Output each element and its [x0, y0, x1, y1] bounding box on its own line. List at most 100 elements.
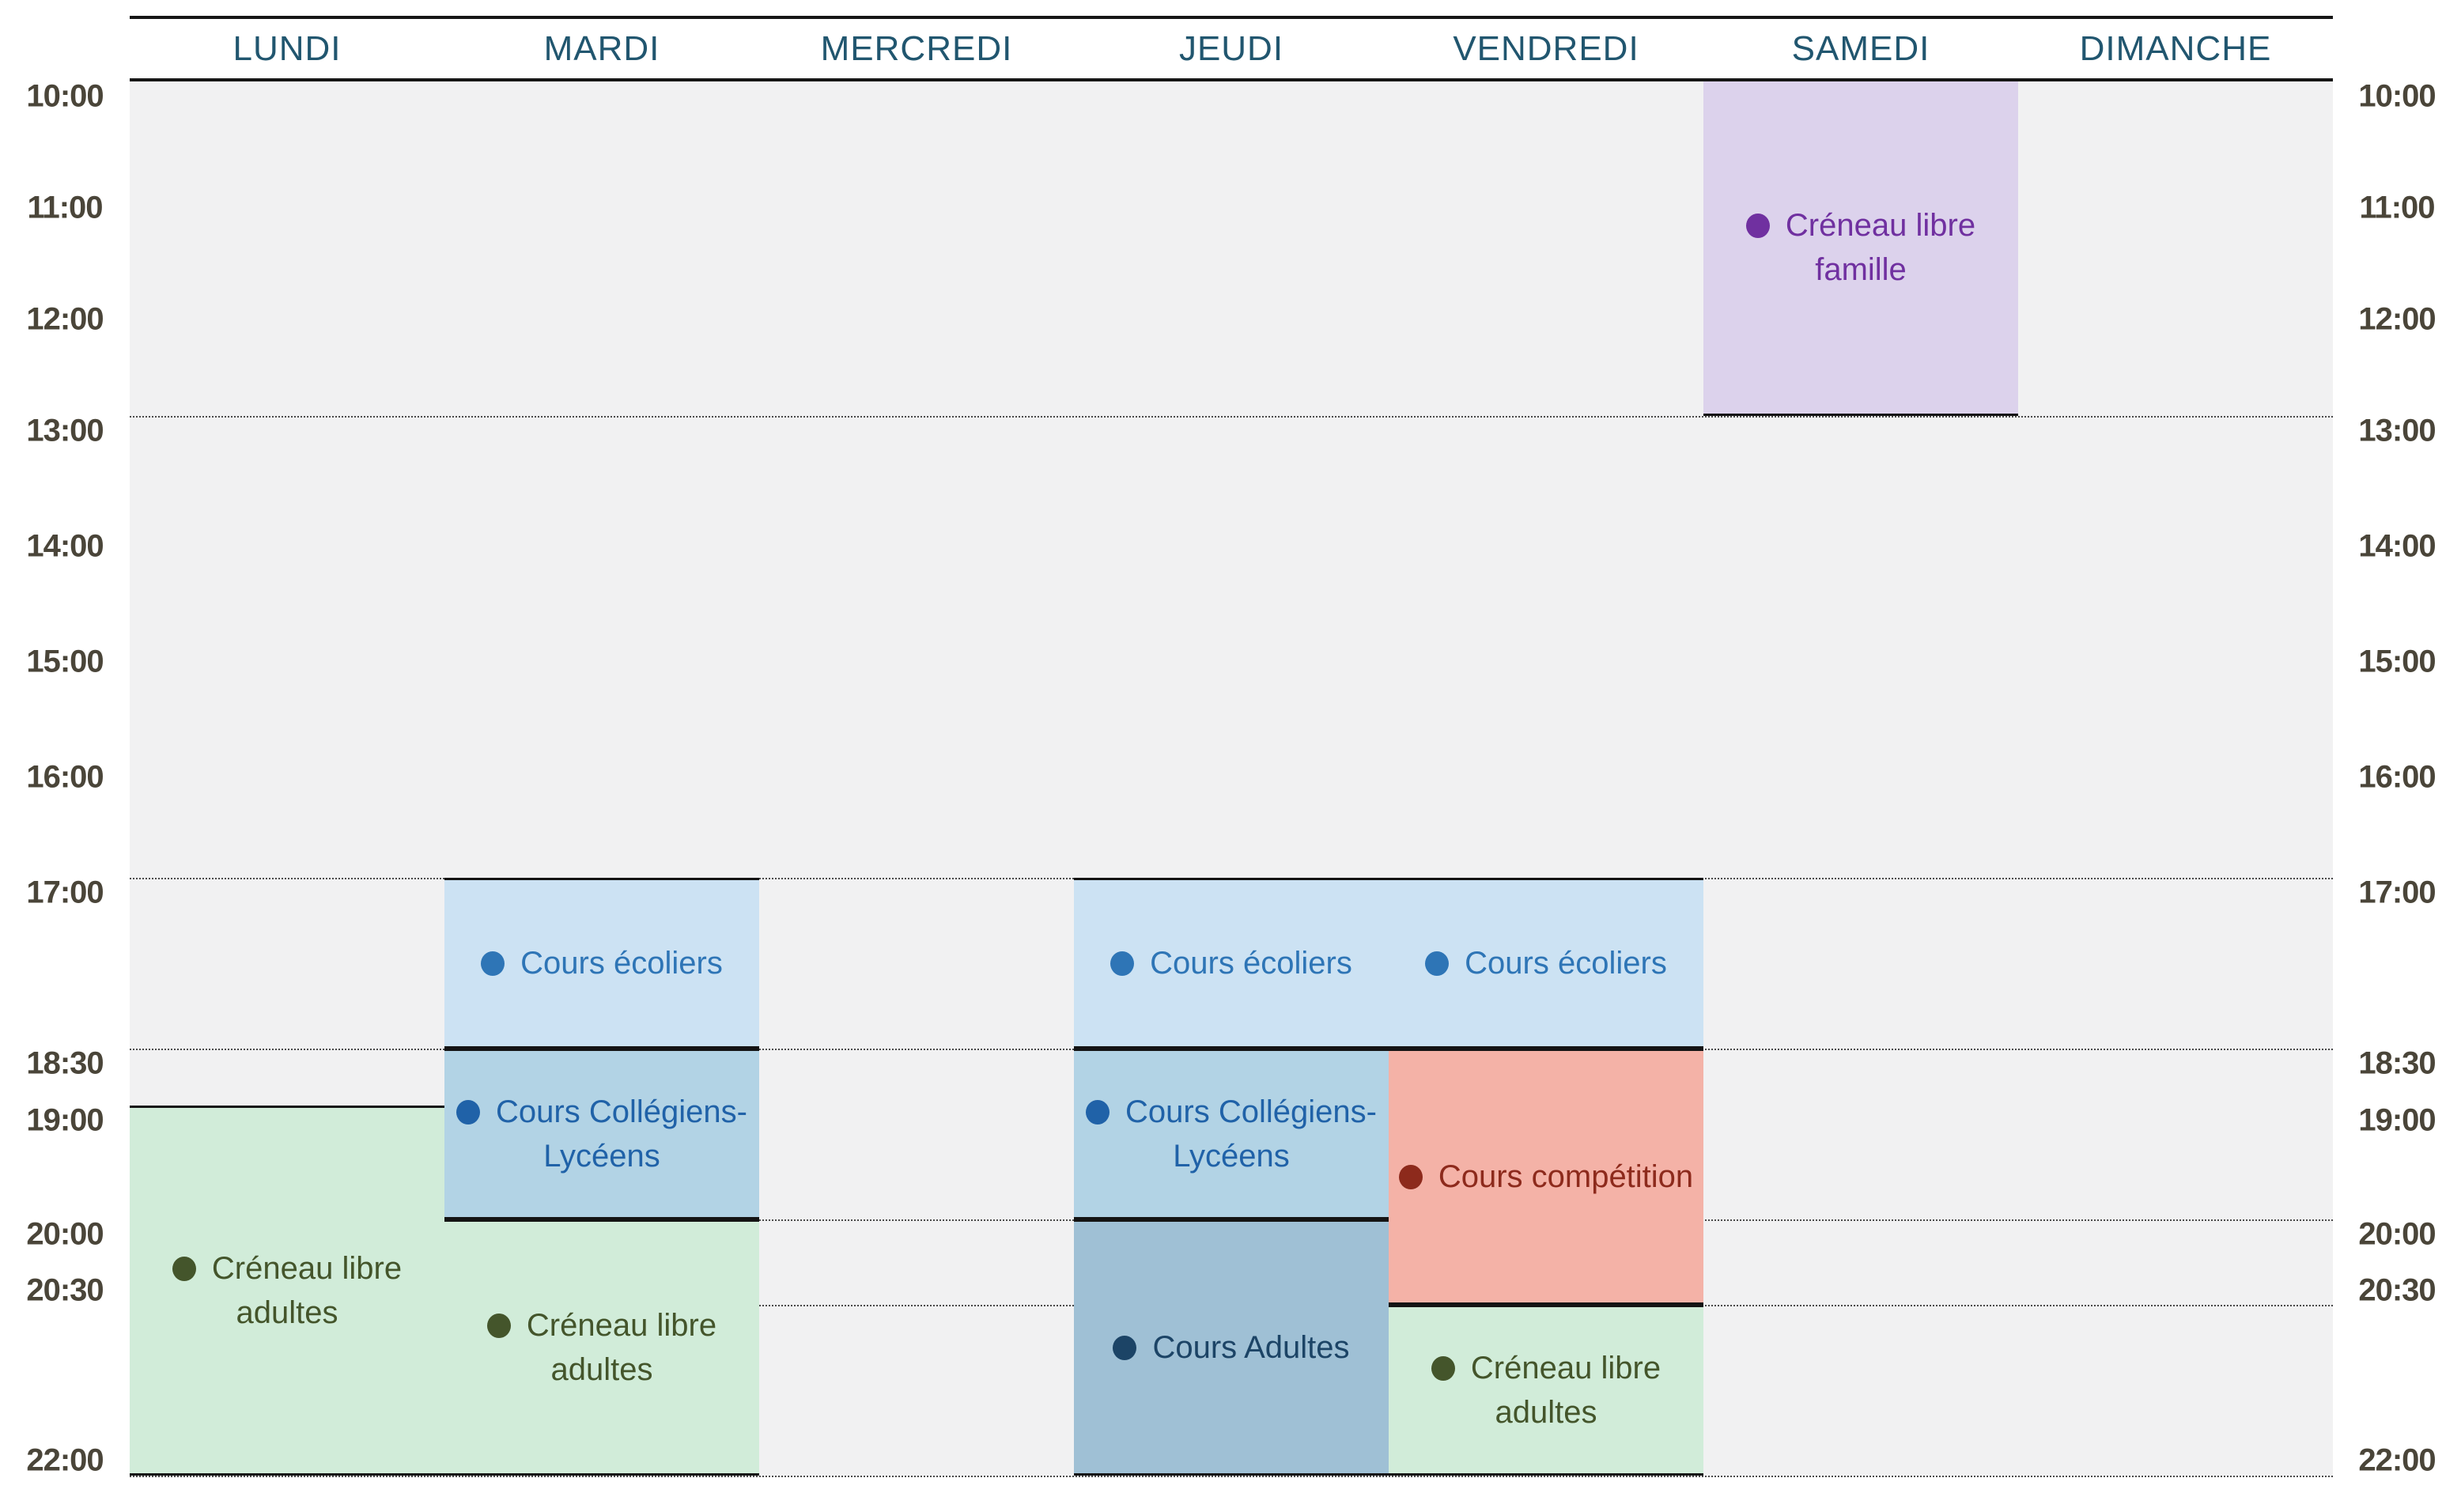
event-bullet-icon	[1745, 213, 1770, 238]
time-label-left-1300: 13:00	[26, 413, 104, 448]
event-bullet-icon	[481, 951, 505, 976]
event-mardi-cours-collegiens-lyceens[interactable]: Cours Collégiens- Lycéens	[444, 1049, 759, 1219]
event-jeudi-cours-collegiens-lyceens[interactable]: Cours Collégiens- Lycéens	[1074, 1049, 1389, 1219]
event-bullet-icon	[1113, 1335, 1137, 1360]
event-label-text: Créneau libre	[1470, 1351, 1661, 1385]
time-label-left-1000: 10:00	[26, 78, 104, 114]
event-label-line: famille	[1815, 248, 1907, 292]
event-mardi-cours-ecoliers[interactable]: Cours écoliers	[444, 878, 759, 1049]
day-header-label: DIMANCHE	[2079, 28, 2272, 68]
day-header-lundi: LUNDI	[130, 19, 444, 78]
day-header-label: JEUDI	[1178, 28, 1284, 68]
event-vendredi-cours-ecoliers[interactable]: Cours écoliers	[1389, 878, 1703, 1049]
time-label-right-1900: 19:00	[2358, 1102, 2436, 1138]
time-label-right-1100: 11:00	[2359, 190, 2435, 225]
event-label-line: Créneau libre	[1431, 1346, 1661, 1390]
event-bullet-icon	[172, 1256, 196, 1281]
event-label-line: Créneau libre	[1745, 203, 1976, 248]
time-label-right-2000: 20:00	[2358, 1216, 2436, 1252]
event-label-line: Lycéens	[543, 1134, 660, 1178]
day-header-label: MARDI	[543, 28, 660, 68]
day-header-mardi: MARDI	[444, 19, 759, 78]
time-label-right-1600: 16:00	[2358, 759, 2436, 795]
time-label-left-2000: 20:00	[26, 1216, 104, 1252]
event-bullet-icon	[1398, 1164, 1423, 1189]
event-label-text: Cours Collégiens-	[1125, 1094, 1377, 1129]
event-label-line: Cours écoliers	[1425, 941, 1667, 985]
time-label-right-1300: 13:00	[2358, 413, 2436, 448]
day-header-mercredi: MERCREDI	[759, 19, 1074, 78]
event-label-text: Cours écoliers	[1465, 946, 1667, 981]
event-vendredi-creneau-libre-adultes[interactable]: Créneau libre adultes	[1389, 1305, 1703, 1476]
event-label-line: Cours Collégiens-	[1086, 1090, 1377, 1134]
event-label-line: Cours Collégiens-	[456, 1090, 747, 1134]
time-label-left-1500: 15:00	[26, 644, 104, 679]
event-label-line: Cours compétition	[1398, 1155, 1694, 1199]
time-label-right-2030: 20:30	[2358, 1272, 2436, 1308]
event-label-text: Cours écoliers	[1150, 946, 1352, 981]
event-label-line: adultes	[551, 1348, 653, 1392]
day-header-jeudi: JEUDI	[1074, 19, 1389, 78]
event-label-line: Cours écoliers	[1110, 941, 1352, 985]
event-bullet-icon	[1425, 951, 1450, 976]
day-header-label: MERCREDI	[820, 28, 1013, 68]
time-label-right-2200: 22:00	[2358, 1442, 2436, 1478]
day-header-label: SAMEDI	[1791, 28, 1930, 68]
time-label-left-1900: 19:00	[26, 1102, 104, 1138]
time-label-right-1000: 10:00	[2358, 78, 2436, 114]
event-label-text: Créneau libre	[211, 1251, 403, 1286]
event-bullet-icon	[486, 1313, 511, 1338]
time-label-left-2030: 20:30	[26, 1272, 104, 1308]
event-lundi-creneau-libre-adultes[interactable]: Créneau libre adultes	[130, 1106, 444, 1476]
day-header-row: LUNDI MARDI MERCREDI JEUDI VENDREDI SAMEDI DIM…	[130, 16, 2333, 81]
event-vendredi-cours-competition[interactable]: Cours compétition	[1389, 1049, 1703, 1305]
event-label-text: Créneau libre	[1785, 208, 1976, 243]
event-jeudi-cours-ecoliers[interactable]: Cours écoliers	[1074, 878, 1389, 1049]
time-label-right-1500: 15:00	[2358, 644, 2436, 679]
event-label-text: Lycéens	[543, 1139, 660, 1174]
time-label-right-1400: 14:00	[2358, 528, 2436, 564]
time-label-left-2200: 22:00	[26, 1442, 104, 1478]
event-label-line: Créneau libre	[172, 1246, 402, 1291]
event-label-text: Cours Collégiens-	[496, 1094, 747, 1129]
event-label-text: Cours compétition	[1438, 1159, 1694, 1194]
gridline-2200	[130, 1476, 2333, 1477]
event-label-text: famille	[1815, 252, 1907, 287]
time-label-left-1600: 16:00	[26, 759, 104, 795]
event-label-text: Lycéens	[1173, 1139, 1290, 1174]
schedule-grid: Créneau libre famille Cours écoliers Cours …	[130, 81, 2333, 1477]
event-bullet-icon	[1086, 1099, 1110, 1125]
event-bullet-icon	[1431, 1355, 1455, 1381]
event-label-line: Créneau libre	[486, 1303, 717, 1348]
day-header-vendredi: VENDREDI	[1389, 19, 1703, 78]
time-label-left-1700: 17:00	[26, 875, 104, 910]
event-label-line: Cours écoliers	[481, 941, 723, 985]
event-jeudi-cours-adultes[interactable]: Cours Adultes	[1074, 1219, 1389, 1476]
event-mardi-creneau-libre-adultes[interactable]: Créneau libre adultes	[444, 1219, 759, 1476]
time-label-right-1830: 18:30	[2358, 1045, 2436, 1081]
event-label-line: Cours Adultes	[1113, 1325, 1350, 1370]
day-header-label: VENDREDI	[1453, 28, 1639, 68]
time-label-left-1830: 18:30	[26, 1045, 104, 1081]
event-label-line: Lycéens	[1173, 1134, 1290, 1178]
event-bullet-icon	[1110, 951, 1135, 976]
time-label-right-1700: 17:00	[2358, 875, 2436, 910]
time-label-left-1100: 11:00	[27, 190, 103, 225]
day-header-dimanche: DIMANCHE	[2018, 19, 2333, 78]
time-label-left-1200: 12:00	[26, 301, 104, 337]
event-label-text: Créneau libre	[526, 1308, 717, 1343]
time-label-right-1200: 12:00	[2358, 301, 2436, 337]
event-label-line: adultes	[1495, 1390, 1597, 1435]
event-bullet-icon	[456, 1099, 481, 1125]
time-label-left-1400: 14:00	[26, 528, 104, 564]
day-header-samedi: SAMEDI	[1703, 19, 2018, 78]
gridline-1300	[130, 416, 2333, 418]
event-label-text: Cours Adultes	[1152, 1330, 1350, 1365]
event-label-text: Cours écoliers	[520, 946, 723, 981]
event-label-text: adultes	[550, 1352, 653, 1387]
event-label-text: adultes	[1495, 1395, 1597, 1430]
day-header-label: LUNDI	[232, 28, 342, 68]
event-samedi-creneau-libre-famille[interactable]: Créneau libre famille	[1703, 81, 2018, 416]
event-label-line: adultes	[236, 1291, 338, 1335]
